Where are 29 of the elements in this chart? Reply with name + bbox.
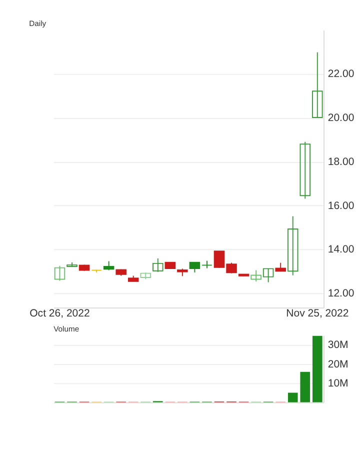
y-tick-label: 22.00: [328, 68, 354, 80]
candlestick: [250, 270, 262, 282]
candlestick: [287, 216, 298, 276]
candlestick: [54, 265, 66, 282]
candlestick: [116, 268, 126, 276]
y-tick-label: 20.00: [328, 112, 354, 124]
y-tick-label: 10M: [328, 378, 348, 390]
bar: [300, 372, 310, 402]
y-tick-label: 12.00: [328, 288, 354, 300]
candlestick: [300, 141, 311, 200]
y-tick-label: 20M: [328, 358, 348, 370]
candlestick: [128, 275, 139, 282]
y-tick-label: 30M: [328, 339, 348, 352]
chart-title: Daily: [29, 19, 46, 28]
x-tick-label: Nov 25, 2022: [286, 308, 349, 320]
candlestick: [66, 262, 78, 268]
bar: [288, 392, 298, 402]
y-tick-label: 16.00: [328, 200, 354, 212]
candlestick: [202, 260, 212, 269]
candlestick: [152, 258, 164, 272]
y-tick-label: 14.00: [328, 244, 354, 256]
candlestick: [91, 269, 102, 273]
candlestick: [140, 272, 152, 280]
chart-title: Volume: [54, 324, 80, 334]
y-tick-label: 18.00: [328, 156, 354, 168]
x-tick-label: Oct 26, 2022: [30, 308, 90, 320]
candlestick: [312, 52, 323, 118]
candlestick: [238, 274, 250, 277]
candlestick: [262, 268, 274, 283]
